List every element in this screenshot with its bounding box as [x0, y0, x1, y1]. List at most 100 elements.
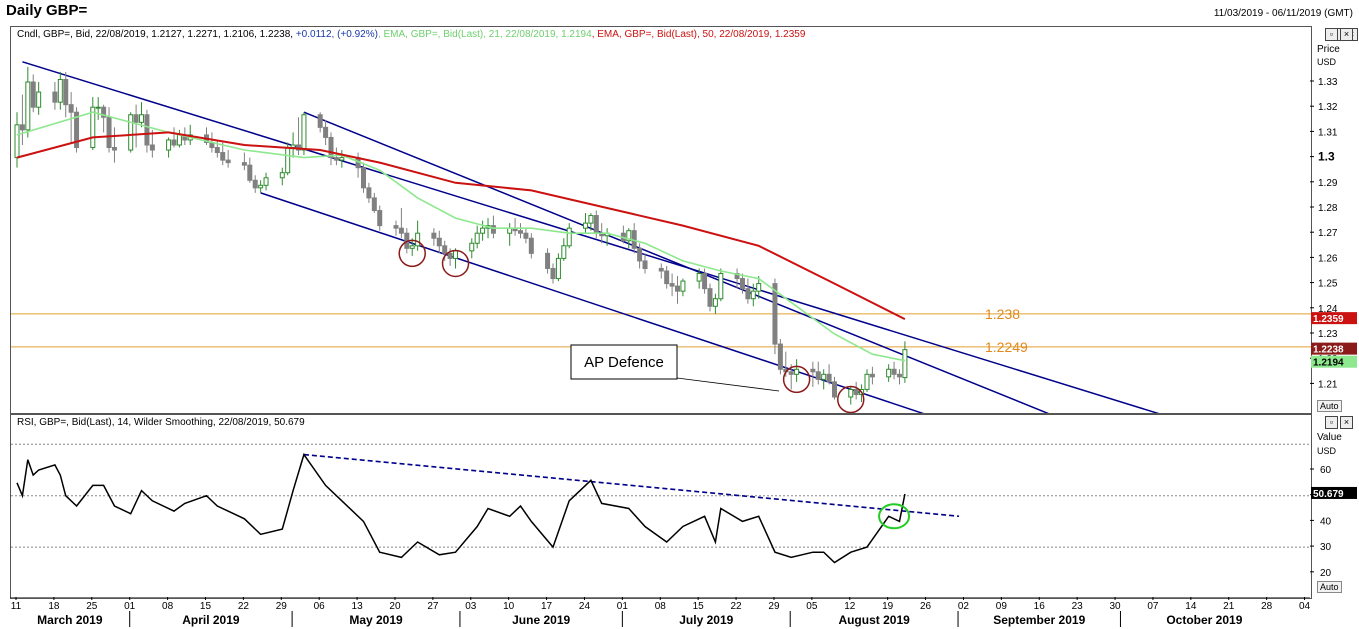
candle-body: [431, 232, 437, 239]
candle-body: [469, 242, 475, 252]
month-label: October 2019: [1166, 613, 1242, 627]
annotation-pointer: [676, 377, 780, 392]
price-tick-label: 1.26: [1318, 253, 1338, 264]
x-tick-label: 18: [48, 601, 60, 612]
x-tick-label: 02: [958, 601, 970, 612]
candle-body: [550, 267, 556, 280]
candle-body: [826, 373, 832, 383]
candle-body: [333, 157, 339, 161]
candle-body: [415, 232, 421, 247]
candle-body: [106, 116, 112, 149]
price-auto-button[interactable]: Auto: [1317, 400, 1342, 412]
candle-body: [133, 114, 139, 123]
month-label: March 2019: [37, 613, 103, 627]
rsi-panel: RSI, GBP=, Bid(Last), 14, Wilder Smoothi…: [10, 414, 1312, 599]
rsi-trendline: [303, 453, 960, 518]
x-tick-label: 08: [655, 601, 667, 612]
support-circle: [837, 385, 865, 413]
candle-body: [144, 114, 150, 146]
date-axis: 11 18 25 01 08 15 22 29 06 13 20 27 03 10 17 24 01 08 15 22…: [10, 597, 1311, 627]
candle-body: [166, 139, 172, 151]
price-tag: [1311, 312, 1357, 325]
price-tick-label: 1.23: [1318, 329, 1338, 340]
support-circle: [782, 365, 811, 394]
candle-body: [36, 91, 42, 108]
price-tick-label: 1.32: [1318, 102, 1338, 113]
candle-body: [19, 124, 25, 131]
candle-body: [90, 106, 96, 149]
restore-icon[interactable]: ▫: [1325, 416, 1338, 429]
candle-body: [788, 371, 794, 375]
x-tick-label: 10: [503, 601, 515, 612]
x-tick-label: 17: [541, 601, 553, 612]
month-label: July 2019: [679, 613, 733, 627]
price-tag-label: 1.2238: [1313, 345, 1344, 356]
price-tag: [1311, 342, 1357, 355]
month-label: May 2019: [349, 613, 403, 627]
rsi-chart[interactable]: [11, 415, 1311, 598]
candle-body: [772, 283, 778, 345]
month-label: September 2019: [993, 613, 1085, 627]
ema50-line: [16, 131, 906, 320]
candle-body: [891, 368, 897, 375]
candle-body: [869, 373, 875, 378]
x-tick-label: 20: [389, 601, 401, 612]
price-chart[interactable]: AP Defence 1.238 1.2249: [11, 27, 1311, 413]
candle-body: [675, 285, 681, 292]
candle-body: [561, 245, 567, 259]
level-label: 1.2249: [985, 339, 1028, 355]
candle-body: [750, 290, 756, 300]
candle-body: [718, 273, 724, 300]
candle-body: [777, 343, 783, 370]
candle-body: [626, 230, 632, 242]
candle-body: [14, 124, 20, 159]
restore-icon[interactable]: ▫: [1325, 28, 1338, 41]
candle-body: [285, 147, 291, 174]
candle-body: [371, 197, 377, 212]
month-label: April 2019: [182, 613, 240, 627]
month-label: August 2019: [838, 613, 910, 627]
candle-body: [57, 78, 63, 103]
candle-body: [810, 368, 816, 373]
x-tick-label: 29: [768, 601, 780, 612]
rsi-tick-label: 20: [1320, 568, 1332, 579]
price-tick-label: 1.28: [1318, 203, 1338, 214]
candle-body: [582, 222, 588, 229]
close-icon[interactable]: ×: [1340, 28, 1353, 41]
candle-body: [712, 298, 718, 307]
price-tick-label: 1.27: [1318, 228, 1338, 239]
x-tick-label: 13: [352, 601, 364, 612]
x-tick-label: 07: [1147, 601, 1159, 612]
candle-body: [848, 388, 854, 398]
close-icon[interactable]: ×: [1340, 416, 1353, 429]
x-tick-label: 03: [465, 601, 477, 612]
candle-body: [756, 283, 762, 292]
price-tick-label: 1.3: [1318, 150, 1335, 164]
month-label: June 2019: [512, 613, 570, 627]
x-tick-label: 01: [617, 601, 629, 612]
candle-body: [214, 147, 220, 154]
candle-body: [263, 177, 269, 186]
candle-body: [902, 349, 908, 379]
price-tick-label: 1.33: [1318, 77, 1338, 88]
candle-body: [68, 104, 74, 113]
candle-body: [366, 187, 372, 199]
candle-body: [176, 134, 182, 146]
x-tick-label: 15: [693, 601, 705, 612]
candle-body: [480, 227, 486, 234]
x-tick-label: 26: [920, 601, 932, 612]
x-tick-label: 06: [314, 601, 326, 612]
annotation-box: [570, 344, 678, 380]
support-circle: [398, 239, 426, 268]
candle-body: [490, 225, 496, 234]
price-tick-label: 1.25: [1318, 279, 1338, 290]
candle-body: [545, 252, 551, 269]
rsi-auto-button[interactable]: Auto: [1317, 581, 1342, 593]
price-tick-label: 1.31: [1318, 127, 1338, 138]
candle-body: [30, 81, 36, 108]
candle-body: [821, 373, 827, 380]
candle-body: [377, 210, 383, 227]
candle-body: [832, 381, 838, 398]
candle-body: [279, 172, 285, 179]
channel-line: [303, 111, 1050, 413]
